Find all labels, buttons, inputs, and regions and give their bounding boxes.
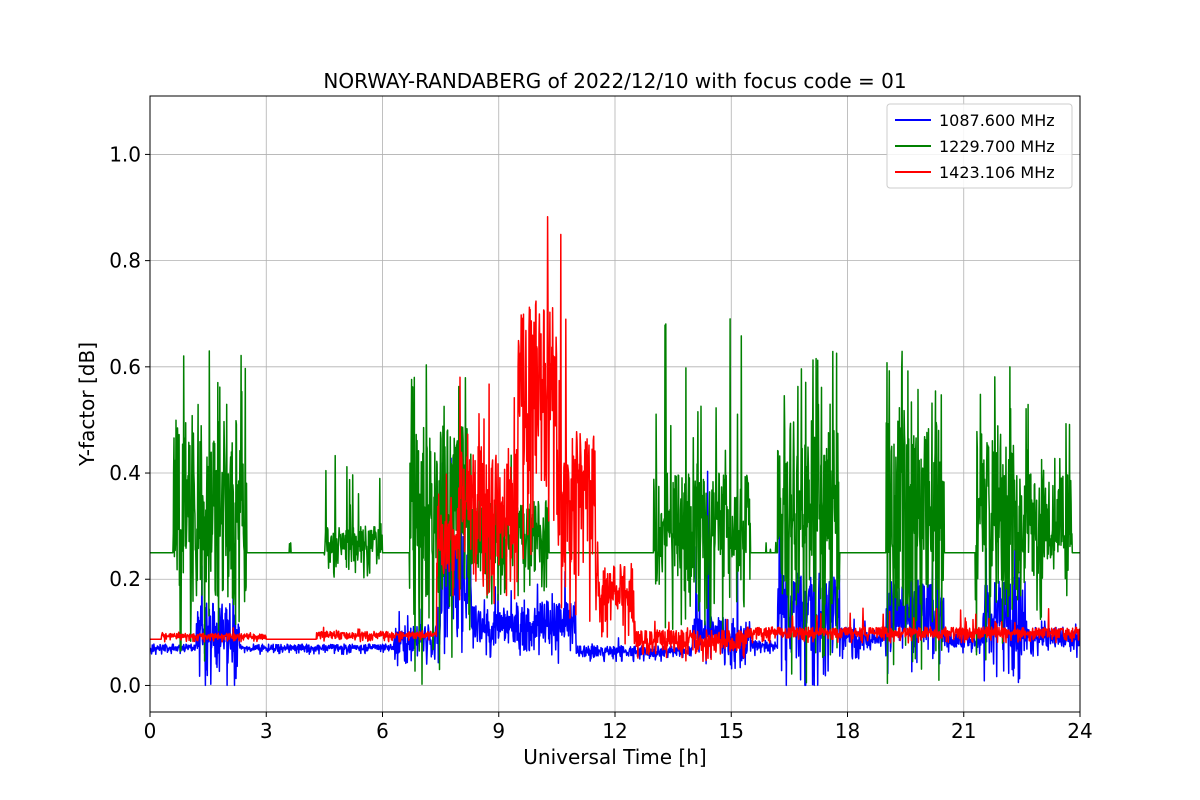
legend-box: [886, 103, 1073, 189]
ticks: 0 3 6 9 12 15 18 21 24 0.0 0.2 0.4 0.6 0.8 1.0: [109, 142, 1093, 743]
y-tick-label: 1.0: [109, 142, 141, 166]
series-line: [150, 318, 1080, 685]
legend-label: 1087.600 MHz: [939, 111, 1055, 130]
x-tick-label: 21: [951, 719, 976, 743]
x-tick-label: 24: [1067, 719, 1092, 743]
legend-label: 1423.106 MHz: [939, 163, 1055, 182]
x-tick-label: 3: [260, 719, 273, 743]
y-tick-label: 0.0: [109, 673, 141, 697]
x-tick-label: 15: [719, 719, 744, 743]
y-tick-label: 0.2: [109, 567, 141, 591]
x-tick-label: 9: [492, 719, 505, 743]
y-tick-label: 0.6: [109, 355, 141, 379]
x-tick-label: 6: [376, 719, 389, 743]
plot-area: [150, 215, 1080, 687]
x-tick-label: 0: [144, 719, 157, 743]
x-tick-label: 12: [602, 719, 627, 743]
x-tick-label: 18: [835, 719, 860, 743]
grid: [149, 96, 1081, 712]
y-tick-label: 0.4: [109, 461, 141, 485]
x-axis-label: Universal Time [h]: [523, 745, 706, 769]
series-line: [150, 453, 1080, 687]
chart-title: NORWAY-RANDABERG of 2022/12/10 with focu…: [323, 69, 906, 93]
series-line: [150, 215, 1080, 663]
y-tick-label: 0.8: [109, 249, 141, 273]
legend: 1087.600 MHz 1229.700 MHz 1423.106 MHz: [886, 103, 1073, 189]
legend-label: 1229.700 MHz: [939, 137, 1055, 156]
y-axis-label: Y-factor [dB]: [75, 342, 99, 467]
